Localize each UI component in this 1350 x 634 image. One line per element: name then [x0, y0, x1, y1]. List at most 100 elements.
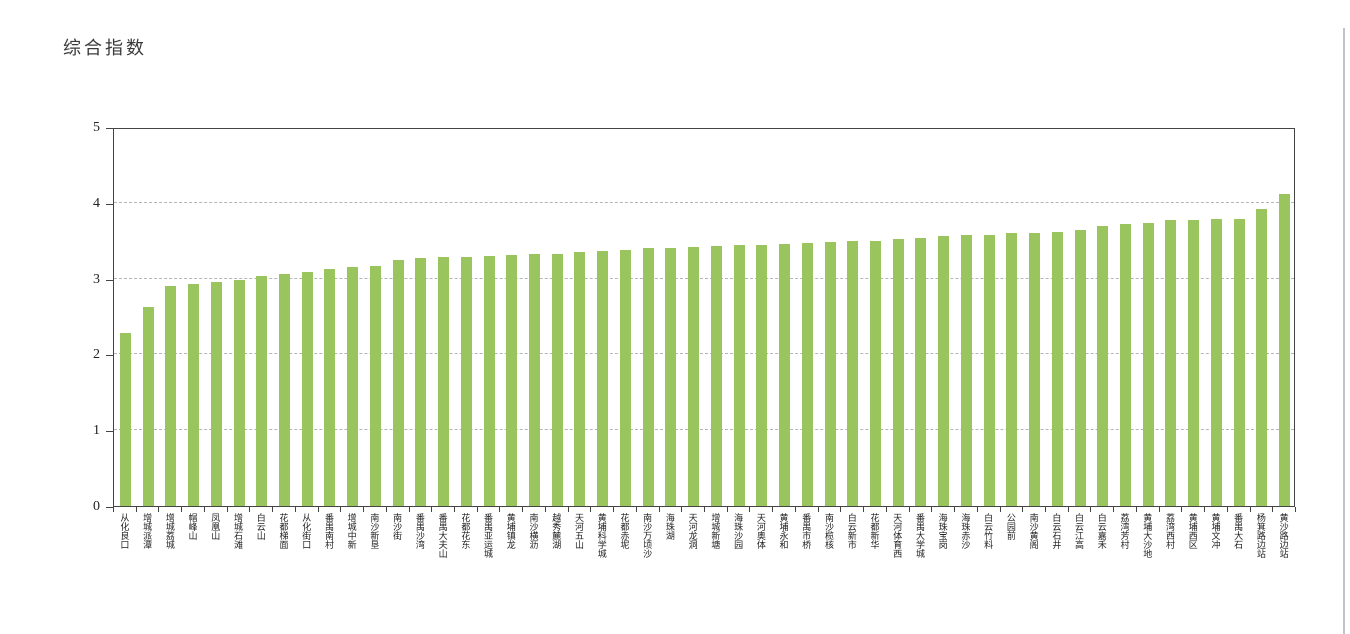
x-axis-tick-mark — [635, 507, 637, 512]
gridline-y-2 — [114, 353, 1294, 355]
bar-公园前 — [1006, 233, 1018, 506]
x-axis-tick-mark — [294, 507, 296, 512]
x-axis-tick-mark — [908, 507, 910, 512]
gridline-y-1 — [114, 429, 1294, 431]
x-axis-tick-mark — [1181, 507, 1183, 512]
x-axis-tick-mark — [590, 507, 592, 512]
x-axis-label: 花都梯面 — [278, 513, 289, 549]
plot-area — [113, 128, 1295, 507]
x-axis-label: 黄埔永和 — [778, 513, 789, 549]
x-axis-tick-mark — [113, 507, 114, 512]
x-axis-label: 番禺大夫山 — [437, 513, 448, 558]
x-axis-label: 番禺沙湾 — [414, 513, 425, 549]
x-axis-tick-mark — [658, 507, 660, 512]
x-axis-label: 增城派潭 — [142, 513, 153, 549]
bar-番禺沙湾 — [415, 258, 427, 506]
x-axis-tick-mark — [1067, 507, 1069, 512]
bar-番禺南村 — [324, 268, 336, 506]
x-axis-label: 南沙万顷沙 — [642, 513, 653, 558]
x-axis-tick-mark — [1204, 507, 1206, 512]
y-axis-tick-label: 0 — [93, 499, 100, 514]
x-axis-tick-mark — [1135, 507, 1137, 512]
bar-从化街口 — [301, 271, 313, 506]
x-axis-tick-mark — [363, 507, 365, 512]
bar-海珠宝岗 — [938, 236, 950, 506]
x-axis-label: 番禺大石 — [1233, 513, 1244, 549]
y-axis-tick-mark — [106, 203, 113, 205]
x-axis-label: 番禺市桥 — [801, 513, 812, 549]
x-axis-tick-mark — [544, 507, 546, 512]
x-axis-label: 天河奥体 — [755, 513, 766, 549]
x-axis-tick-mark — [567, 507, 569, 512]
x-axis-tick-mark — [749, 507, 751, 512]
x-axis-label: 增城新塘 — [710, 513, 721, 549]
x-axis-tick-mark — [135, 507, 137, 512]
x-axis-tick-mark — [613, 507, 615, 512]
x-axis-label: 番禺南村 — [323, 513, 334, 549]
bar-番禺大夫山 — [438, 257, 450, 506]
x-axis-tick-mark — [681, 507, 683, 512]
x-axis-label: 南沙横沥 — [528, 513, 539, 549]
bar-增城新塘 — [710, 246, 722, 506]
bar-海珠湖 — [665, 247, 677, 506]
y-axis-tick-label: 1 — [93, 423, 100, 439]
x-axis-tick-mark — [340, 507, 342, 512]
x-axis-label: 白云石井 — [1051, 513, 1062, 549]
x-axis-label: 白云江高 — [1074, 513, 1085, 549]
y-axis-tick-mark — [106, 355, 113, 357]
x-axis-tick-mark — [999, 507, 1001, 512]
bar-杨箕路边站 — [1256, 208, 1268, 506]
x-axis-tick-mark — [1044, 507, 1046, 512]
x-axis-label: 黄埔西区 — [1187, 513, 1198, 549]
x-axis-tick-mark — [794, 507, 796, 512]
x-axis-tick-mark — [954, 507, 956, 512]
bar-天河龙洞 — [688, 246, 700, 506]
x-axis-tick-mark — [499, 507, 501, 512]
bar-南沙万顷沙 — [642, 248, 654, 506]
y-axis-tick-label: 4 — [93, 195, 100, 211]
x-axis-tick-mark — [817, 507, 819, 512]
x-axis-tick-mark — [1272, 507, 1274, 512]
bar-天河体育西 — [892, 239, 904, 506]
x-axis-label: 增城荔城 — [164, 513, 175, 549]
x-axis-tick-mark — [885, 507, 887, 512]
window-edge-divider — [1343, 28, 1345, 634]
x-axis-label: 花都赤坭 — [619, 513, 630, 549]
x-axis-label: 黄沙路边站 — [1278, 513, 1289, 558]
x-axis-label: 公园前 — [1005, 513, 1016, 540]
y-axis-tick-label: 3 — [93, 271, 100, 287]
x-axis-label: 海珠宝岗 — [937, 513, 948, 549]
x-axis-label: 黄埔文冲 — [1210, 513, 1221, 549]
x-axis-label: 从化良口 — [119, 513, 130, 549]
x-axis-tick-mark — [226, 507, 228, 512]
bar-海珠赤沙 — [960, 235, 972, 506]
gridline-y-4 — [114, 201, 1294, 203]
x-axis-tick-mark — [522, 507, 524, 512]
x-axis-label: 天河五山 — [573, 513, 584, 549]
bar-天河奥体 — [756, 244, 768, 506]
bar-增城派潭 — [142, 307, 154, 506]
x-axis-label: 花都新华 — [869, 513, 880, 549]
x-axis-tick-mark — [840, 507, 842, 512]
x-axis-label: 黄埔镇龙 — [505, 513, 516, 549]
x-axis-label: 越秀麓湖 — [551, 513, 562, 549]
x-axis-label: 从化街口 — [301, 513, 312, 549]
bar-黄埔文冲 — [1210, 219, 1222, 506]
bar-南沙街 — [392, 259, 404, 506]
x-axis-label: 天河龙洞 — [687, 513, 698, 549]
x-axis-tick-mark — [704, 507, 705, 512]
x-axis-label: 荔湾芳村 — [1119, 513, 1130, 549]
bar-越秀麓湖 — [551, 253, 563, 506]
x-axis-label: 凤凰山 — [210, 513, 221, 540]
x-axis-tick-mark — [181, 507, 183, 512]
x-axis-tick-mark — [1226, 507, 1228, 512]
x-axis-tick-mark — [726, 507, 728, 512]
x-axis-label: 增城石滩 — [233, 513, 244, 549]
x-axis-tick-mark — [453, 507, 455, 512]
x-axis-label: 白云竹料 — [983, 513, 994, 549]
x-axis-label: 白云山 — [255, 513, 266, 540]
bar-增城中新 — [347, 267, 359, 506]
bar-花都梯面 — [278, 274, 290, 506]
bar-白云山 — [256, 276, 268, 506]
bar-白云竹料 — [983, 234, 995, 506]
